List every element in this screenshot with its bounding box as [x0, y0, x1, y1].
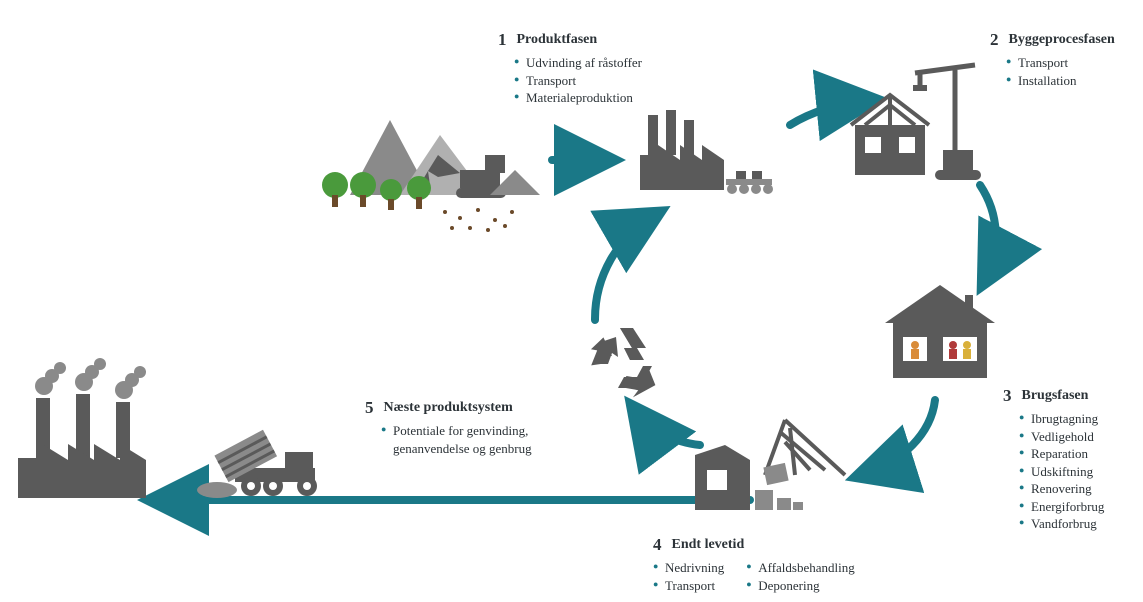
phase-items: Udvinding af råstoffer Transport Materia…	[498, 54, 642, 107]
left-factory-icon	[18, 358, 146, 498]
phase-4-label: 4 Endt levetid Nedrivning Transport Affa…	[653, 535, 855, 594]
phase-1-label: 1 Produktfasen Udvinding af råstoffer Tr…	[498, 30, 642, 107]
phase-number: 1	[498, 30, 507, 50]
lifecycle-diagram: 1 Produktfasen Udvinding af råstoffer Tr…	[0, 0, 1143, 602]
phase-5-label: 5 Næste produktsystem Potentiale for gen…	[365, 398, 565, 457]
phase-3-label: 3 Brugsfasen Ibrugtagning Vedligehold Re…	[1003, 386, 1104, 533]
phase-title: Produktfasen	[517, 32, 598, 48]
arrow-demolition-recycle	[635, 410, 700, 445]
house-icon	[885, 285, 995, 378]
demolition-icon	[695, 420, 845, 510]
arrow-recycle-factory	[595, 215, 655, 320]
tree-icon	[322, 172, 348, 207]
extraction-icon	[322, 120, 540, 232]
truck-icon	[197, 430, 317, 498]
construction-icon	[851, 65, 981, 180]
recycle-icon-clean	[594, 328, 652, 388]
arrow-house-demolition	[862, 400, 935, 475]
recycle-icon	[588, 328, 659, 401]
arrow-construction-house	[980, 185, 996, 280]
factory-icon	[640, 110, 773, 194]
phase-2-label: 2 Byggeprocesfasen Transport Installatio…	[990, 30, 1115, 89]
